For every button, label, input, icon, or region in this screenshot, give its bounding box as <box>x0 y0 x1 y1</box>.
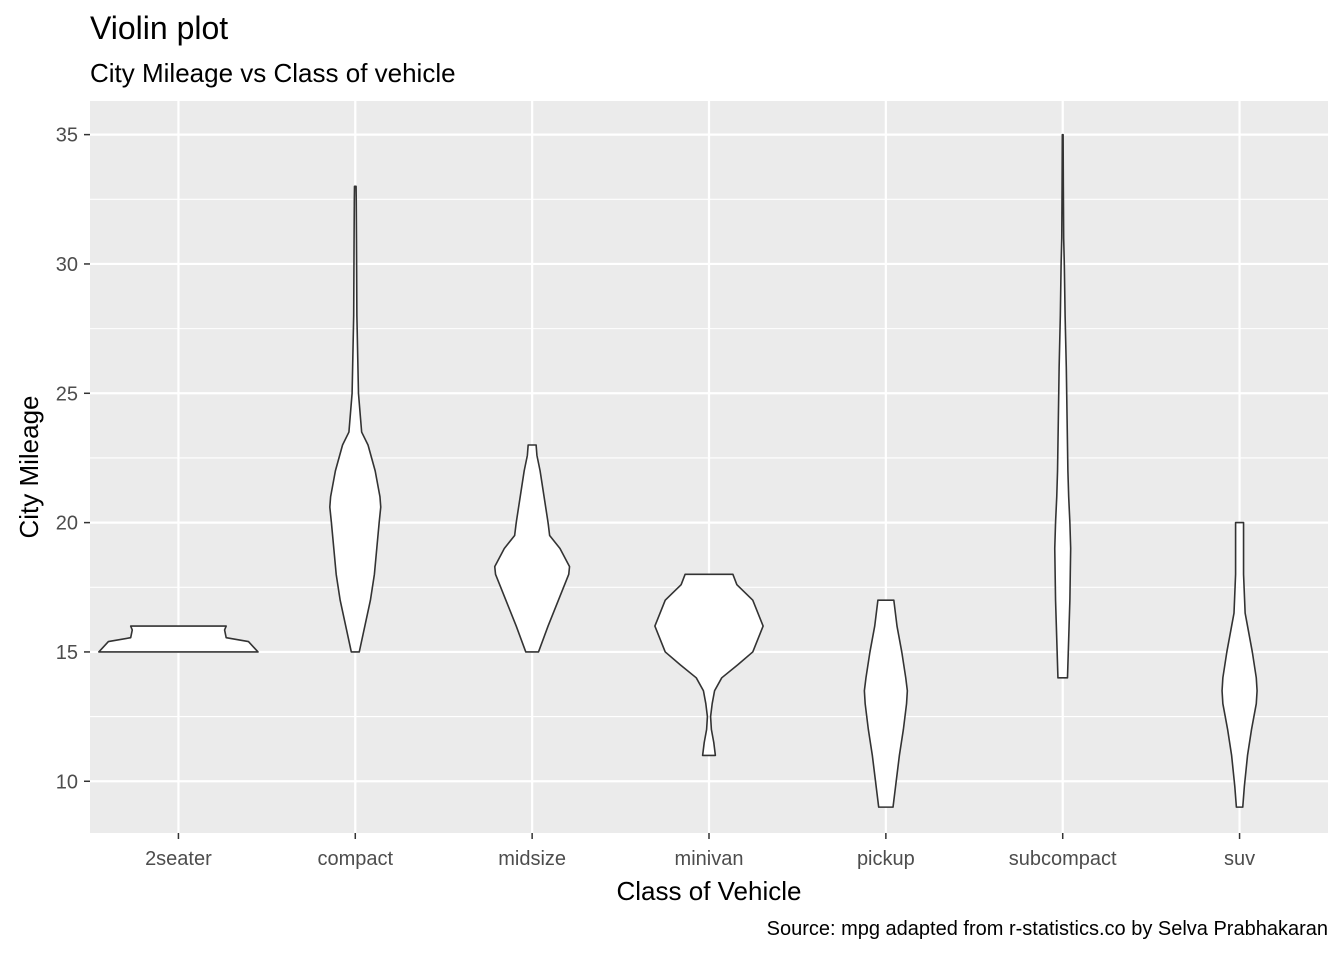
violin-pickup <box>863 599 909 808</box>
y-tick-label: 25 <box>56 383 78 405</box>
x-tick-label: 2seater <box>145 848 212 870</box>
x-tick-label: subcompact <box>1009 848 1117 870</box>
x-tick-label: minivan <box>675 848 744 870</box>
y-tick-label: 15 <box>56 642 78 664</box>
y-axis: 10 15 20 25 30 35 <box>56 125 90 793</box>
chart-caption: Source: mpg adapted from r-statistics.co… <box>766 918 1328 940</box>
violin-subcompact <box>1053 133 1072 679</box>
violin-midsize <box>493 444 571 653</box>
x-tick-label: midsize <box>498 848 566 870</box>
y-tick-label: 20 <box>56 513 78 535</box>
x-axis-label: Class of Vehicle <box>617 876 802 906</box>
y-tick-label: 30 <box>56 254 78 276</box>
chart-subtitle: City Mileage vs Class of vehicle <box>90 58 456 88</box>
x-axis: 2seater compact midsize minivan pickup subcom… <box>145 833 1255 870</box>
y-axis-label: City Mileage <box>14 395 44 538</box>
violin-minivan <box>654 573 764 757</box>
violin-compact <box>329 185 382 653</box>
violins <box>98 133 1258 808</box>
x-tick-label: suv <box>1224 848 1255 870</box>
violin-suv <box>1221 521 1258 808</box>
y-tick-label: 10 <box>56 771 78 793</box>
x-tick-label: pickup <box>857 848 915 870</box>
x-tick-label: compact <box>317 848 393 870</box>
chart-title: Violin plot <box>90 10 229 46</box>
y-tick-label: 35 <box>56 125 78 147</box>
violin-2seater <box>98 625 259 653</box>
grid-major <box>90 101 1328 833</box>
